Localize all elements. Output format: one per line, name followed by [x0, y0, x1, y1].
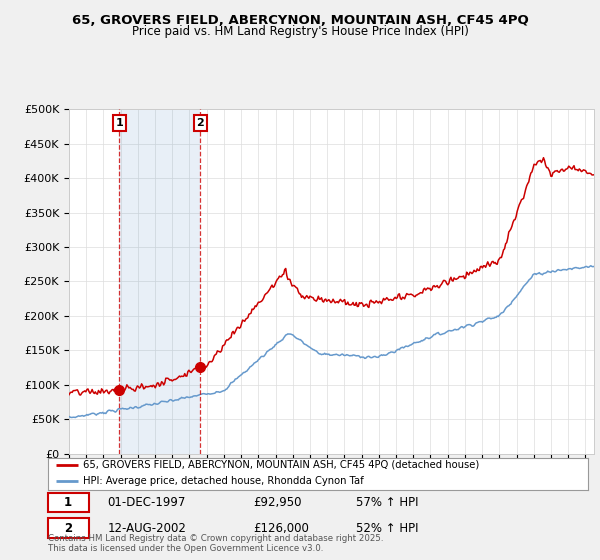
Text: 2: 2 [196, 118, 204, 128]
Text: 65, GROVERS FIELD, ABERCYNON, MOUNTAIN ASH, CF45 4PQ (detached house): 65, GROVERS FIELD, ABERCYNON, MOUNTAIN A… [83, 460, 479, 470]
Text: 1: 1 [115, 118, 123, 128]
Text: 01-DEC-1997: 01-DEC-1997 [107, 496, 186, 509]
Text: Price paid vs. HM Land Registry's House Price Index (HPI): Price paid vs. HM Land Registry's House … [131, 25, 469, 38]
Text: 12-AUG-2002: 12-AUG-2002 [107, 521, 186, 534]
Text: 57% ↑ HPI: 57% ↑ HPI [356, 496, 418, 509]
Bar [119, 109, 200, 454]
Text: £92,950: £92,950 [253, 496, 302, 509]
Text: 65, GROVERS FIELD, ABERCYNON, MOUNTAIN ASH, CF45 4PQ: 65, GROVERS FIELD, ABERCYNON, MOUNTAIN A… [71, 14, 529, 27]
Text: 2: 2 [64, 521, 72, 534]
Text: HPI: Average price, detached house, Rhondda Cynon Taf: HPI: Average price, detached house, Rhon… [83, 476, 364, 486]
Text: Contains HM Land Registry data © Crown copyright and database right 2025.
This d: Contains HM Land Registry data © Crown c… [48, 534, 383, 553]
Text: £126,000: £126,000 [253, 521, 309, 534]
Text: 52% ↑ HPI: 52% ↑ HPI [356, 521, 418, 534]
Text: 1: 1 [64, 496, 72, 509]
FancyBboxPatch shape [48, 493, 89, 512]
FancyBboxPatch shape [48, 519, 89, 538]
